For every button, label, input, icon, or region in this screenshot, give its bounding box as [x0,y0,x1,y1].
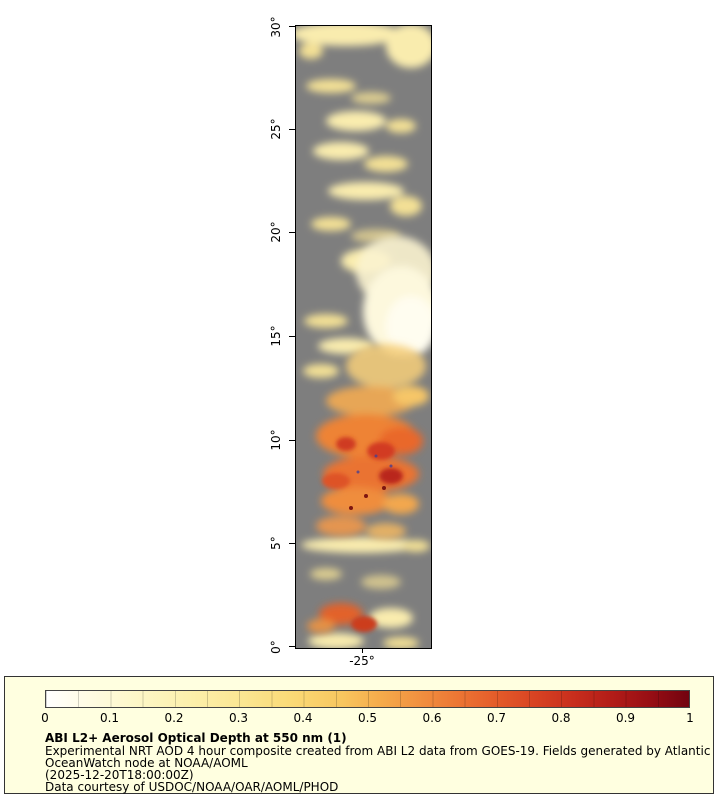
red-aod-cores [322,437,403,632]
y-axis-tick-label: 10° [269,429,283,451]
colorbar-segment-lines [46,691,689,707]
caption-title: ABI L2+ Aerosol Optical Depth at 550 nm … [45,731,347,745]
dark-speckles [349,454,393,510]
y-axis-tick-label: 0° [269,640,283,654]
colorbar-tick-label: 0 [41,711,49,725]
colorbar-tick-label: 0.2 [164,711,184,725]
colorbar-tick-label: 0.5 [357,711,378,725]
y-axis-tick [289,440,295,441]
colorbar-tick-label: 0.1 [99,711,120,725]
colorbar-tick-label: 0.7 [486,711,507,725]
y-axis-tick [289,129,295,130]
y-axis-tick [289,646,295,647]
y-axis-tick [289,543,295,544]
y-axis-tick [289,336,295,337]
y-axis-tick-label: 15° [269,325,283,347]
y-axis-tick [289,26,295,27]
colorbar-tick-label: 0.6 [422,711,442,725]
caption-line: Experimental NRT AOD 4 hour composite cr… [45,744,711,758]
colorbar-tick-label: 0.9 [615,711,636,725]
y-axis-tick-label: 20° [269,221,283,243]
y-axis-tick-label: 30° [269,16,283,38]
colorbar-tick-label: 0.8 [551,711,571,725]
colorbar-tick-label: 0.3 [228,711,249,725]
aod-map-graphic [296,26,431,648]
bright-low-aod-region [356,236,431,356]
aod-map [295,25,432,649]
x-axis-tick-label: -25° [349,654,375,668]
x-axis-tick [362,648,363,653]
y-axis-tick-label: 25° [269,118,283,140]
caption-line: OceanWatch node at NOAA/AOML [45,756,248,770]
colorbar-tick-label: 1 [686,711,694,725]
y-axis-tick [289,232,295,233]
y-axis-tick-label: 5° [269,536,283,550]
caption-courtesy: Data courtesy of USDOC/NOAA/OAR/AOML/PHO… [45,780,339,794]
colorbar-gradient [45,690,690,708]
caption-timestamp: (2025-12-20T18:00:00Z) [45,768,194,782]
colorbar-tick-label: 0.4 [293,711,313,725]
legend-box: 0 0.1 0.2 0.3 0.4 0.5 0.6 0.7 0.8 0.9 1 … [4,676,714,794]
